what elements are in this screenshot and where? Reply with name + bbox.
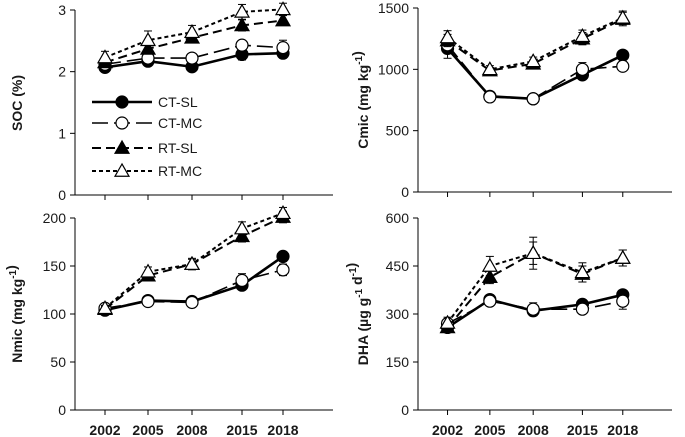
data-point — [276, 263, 290, 277]
data-point — [185, 295, 199, 310]
y-tick-label: 450 — [386, 258, 410, 274]
y-axis-label: Cmic (mg kg-1) — [349, 51, 371, 149]
data-point — [139, 32, 157, 47]
data-point — [614, 9, 631, 24]
data-point — [616, 59, 630, 73]
data-point — [185, 51, 199, 65]
y-tick-label: 0 — [401, 402, 409, 418]
data-point — [183, 23, 201, 39]
x-tick-label: 2005 — [474, 422, 505, 437]
data-point — [139, 263, 157, 278]
series-ct-mc — [440, 36, 630, 106]
series-line — [446, 44, 623, 100]
legend-label: CT-MC — [158, 115, 202, 131]
y-axis-label: SOC (%) — [9, 75, 25, 131]
y-tick-label: 600 — [386, 210, 410, 226]
data-point — [483, 294, 497, 308]
series-line — [446, 16, 624, 71]
y-tick-label: 1 — [58, 125, 66, 141]
data-point — [574, 264, 591, 279]
legend-marker — [115, 95, 129, 109]
data-point — [233, 220, 251, 235]
series-rt-mc — [96, 1, 292, 65]
data-point — [481, 61, 498, 76]
data-point — [483, 90, 497, 104]
panel-soc: 0 1 2 3 SOC (%) CT-SL CT-MC RT-SL RT-MC — [9, 1, 333, 203]
series-line — [446, 18, 624, 72]
data-point — [96, 49, 114, 64]
y-tick-label: 50 — [50, 354, 66, 370]
series-rt-mc — [439, 236, 631, 330]
panel-dha: 0 150 300 450 600 2002 2005 2008 2015 2018 DHA (µg… — [343, 210, 672, 437]
x-tick-label: 2018 — [267, 422, 298, 437]
data-point — [96, 300, 114, 315]
legend-marker — [113, 139, 131, 154]
legend-marker — [113, 162, 131, 177]
data-point — [274, 1, 292, 16]
data-point — [274, 12, 292, 27]
series-rt-mc — [96, 204, 292, 315]
legend-label: RT-MC — [158, 163, 202, 179]
y-tick-label: 150 — [386, 354, 410, 370]
data-point — [614, 249, 631, 264]
y-tick-label: 200 — [43, 210, 67, 226]
data-point — [526, 92, 540, 106]
panel-nmic: 0 50 100 150 200 2002 2005 2008 2015 2018 Nmic (mg… — [3, 204, 333, 437]
data-point — [526, 302, 540, 316]
series-line — [446, 252, 624, 324]
data-point — [481, 268, 498, 284]
data-point — [276, 249, 290, 263]
data-point — [276, 41, 290, 55]
legend-label: CT-SL — [158, 94, 198, 110]
x-tick-label: 2018 — [607, 422, 638, 437]
series-line — [104, 44, 284, 66]
y-axis-label: Nmic (mg kg-1) — [3, 265, 25, 363]
y-tick-label: 100 — [43, 306, 67, 322]
series-line — [104, 269, 284, 310]
y-tick-label: 2 — [58, 64, 66, 80]
y-tick-label: 3 — [58, 2, 66, 18]
x-tick-label: 2008 — [518, 422, 549, 437]
y-tick-label: 500 — [386, 123, 410, 139]
legend: CT-SL CT-MC RT-SL RT-MC — [92, 94, 202, 179]
series-rt-mc — [439, 9, 631, 76]
data-point — [481, 257, 498, 272]
series-ct-mc — [440, 292, 630, 331]
y-tick-label: 0 — [401, 184, 409, 200]
y-tick-label: 300 — [386, 306, 410, 322]
y-tick-label: 1000 — [378, 61, 409, 77]
y-tick-label: 1500 — [378, 0, 409, 16]
data-point — [274, 204, 292, 220]
data-point — [183, 255, 201, 270]
y-tick-label: 150 — [43, 258, 67, 274]
data-point — [575, 62, 590, 76]
series-line — [446, 47, 624, 101]
x-tick-label: 2002 — [89, 422, 120, 437]
y-axis-label: DHA (µg g-1 d-1) — [343, 263, 371, 365]
y-tick-label: 0 — [58, 187, 66, 203]
x-tick-label: 2015 — [226, 422, 257, 437]
data-point — [439, 314, 456, 329]
data-point — [616, 48, 630, 62]
y-tick-label: 0 — [58, 402, 66, 418]
data-point — [233, 17, 251, 32]
data-point — [235, 38, 249, 52]
panel-cmic: 0 500 1000 1500 Cmic (mg kg-1) — [349, 0, 672, 200]
data-point — [235, 273, 249, 287]
data-point — [141, 294, 155, 309]
legend-label: RT-SL — [158, 140, 198, 156]
data-point — [525, 244, 542, 260]
x-tick-label: 2002 — [432, 422, 463, 437]
data-point — [525, 53, 542, 68]
data-point — [439, 29, 456, 44]
x-tick-label: 2008 — [176, 422, 207, 437]
data-point — [233, 3, 251, 18]
legend-marker — [115, 116, 129, 130]
data-point — [575, 302, 590, 316]
data-point — [574, 28, 591, 43]
x-tick-label: 2005 — [132, 422, 163, 437]
data-point — [616, 294, 630, 308]
x-tick-label: 2015 — [567, 422, 598, 437]
